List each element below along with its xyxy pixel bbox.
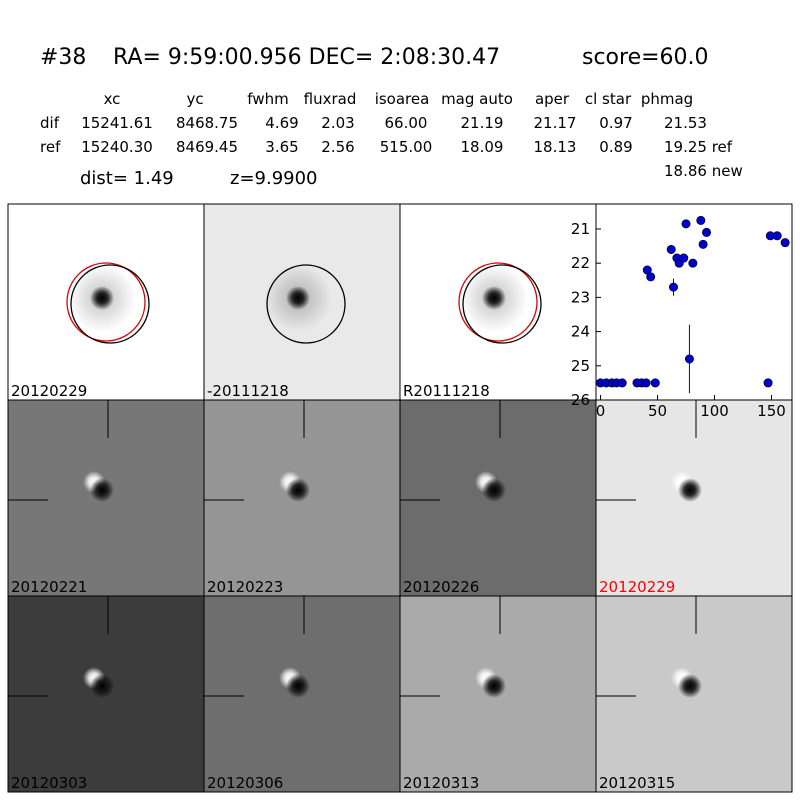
new-mag: 18.86 new [664,162,743,180]
cell: 2.03 [321,114,354,132]
cell: 515.00 [380,138,433,156]
y-tick-label: 21 [571,220,590,238]
negative-lobe [678,478,702,502]
panel-label: 20120313 [403,774,479,792]
column-header: cl star [585,90,632,108]
point [679,253,689,263]
point [666,244,676,254]
lightcurve: 21 22 23 24 25 26 0 50 100 150 [571,203,793,420]
cell: 15240.30 [81,138,153,156]
cell: 19.25 ref [664,138,733,156]
negative-lobe [482,674,506,698]
x-tick-label: 0 [596,402,606,420]
panel-label: 20120223 [207,578,283,596]
y-tick-label: 22 [571,254,590,272]
column-header: phmag [641,90,693,108]
y-tick-label: 24 [571,323,590,341]
object-id: #38 [40,45,86,70]
panel-label: -20111218 [207,382,289,400]
point [650,378,660,388]
point [668,282,678,292]
aperture [462,264,542,344]
panel-label: 20120226 [403,578,479,596]
y-tick-label: 23 [571,288,590,306]
point [688,258,698,268]
cell: 21.53 [664,114,707,132]
point [641,378,651,388]
column-header: xc [104,90,121,108]
column-header: yc [186,90,203,108]
negative-lobe [90,674,114,698]
column-header: fwhm [247,90,288,108]
x-tick-label: 100 [700,402,729,420]
cell: 18.09 [461,138,504,156]
panel-label: 20120306 [207,774,283,792]
negative-lobe [678,674,702,698]
column-header: mag auto [441,90,513,108]
cell: 0.97 [599,114,632,132]
ref-aperture [458,262,538,342]
point [696,215,706,225]
point [780,238,790,248]
cell: 3.65 [265,138,298,156]
x-tick-label: 50 [648,402,667,420]
panel-label: 20120221 [11,578,87,596]
cell: 21.19 [461,114,504,132]
negative-lobe [90,478,114,502]
cell: 8468.75 [176,114,238,132]
negative-lobe [482,478,506,502]
y-tick-label: 26 [571,391,590,409]
cell: 15241.61 [81,114,153,132]
panel-label: 20120229 [599,578,675,596]
redshift: z=9.9900 [230,168,318,189]
negative-lobe [286,478,310,502]
cell: 0.89 [599,138,632,156]
point [698,239,708,249]
point [681,219,691,229]
panels: 20120229 -20111218 R20111218 20120221 201202… [7,203,793,793]
cell: 21.17 [534,114,577,132]
score: score=60.0 [582,45,709,70]
column-header: aper [535,90,570,108]
point [684,354,694,364]
dist: dist= 1.49 [80,168,174,189]
table: xc yc fwhm fluxrad isoarea mag auto aper cl sta… [40,90,733,156]
panel-label: 20120315 [599,774,675,792]
column-header: fluxrad [304,90,357,108]
ref-aperture [66,262,146,342]
cell: 2.56 [321,138,354,156]
point [772,231,782,241]
point [617,378,627,388]
x-tick-label: 150 [757,402,786,420]
row-label: ref [40,138,61,156]
cell: 8469.45 [176,138,238,156]
negative-lobe [286,674,310,698]
cell: 4.69 [265,114,298,132]
panel-label: R20111218 [403,382,490,400]
point [763,378,773,388]
aperture [266,264,346,344]
point [646,272,656,282]
plot-area [595,203,793,401]
source [286,286,310,310]
y-tick-label: 25 [571,357,590,375]
panel-label: 20120303 [11,774,87,792]
panel-label: 20120229 [11,382,87,400]
source [90,286,114,310]
source [482,286,506,310]
column-header: isoarea [375,90,430,108]
cell: 18.13 [534,138,577,156]
cell: 66.00 [385,114,428,132]
point [702,227,712,237]
aperture [70,264,150,344]
coordinates: RA= 9:59:00.956 DEC= 2:08:30.47 [113,45,500,70]
row-label: dif [40,114,60,132]
